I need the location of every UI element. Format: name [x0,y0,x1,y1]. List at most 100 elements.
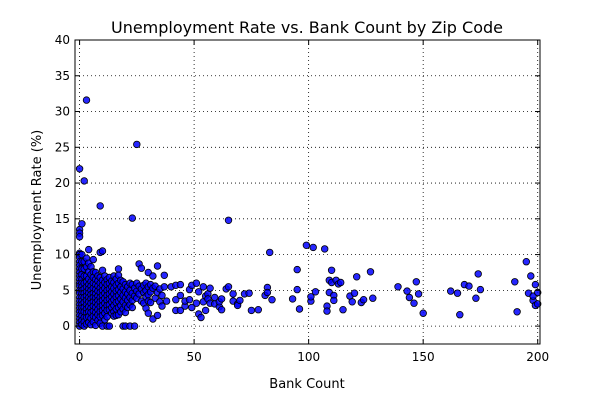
data-point [201,306,210,315]
data-point [210,293,219,302]
data-point [254,306,262,314]
data-point [263,288,272,297]
x-axis-label: Bank Count [269,377,344,392]
data-point [144,309,152,317]
data-point [447,287,455,295]
data-point [327,266,336,274]
data-point [309,243,317,252]
data-point [456,311,464,319]
data-point [288,295,297,303]
data-point [405,293,414,302]
data-point [158,302,166,310]
data-point [194,288,203,296]
x-tick-label: 200 [526,350,549,364]
data-point [176,291,185,300]
data-point [307,293,315,301]
data-point [206,284,214,292]
data-point [188,303,196,312]
axis-ticks: 0 50 100 150 200 0 5 10 15 20 25 30 35 40 [55,33,549,364]
data-point [268,296,276,304]
data-point [96,202,104,210]
data-point [130,322,139,330]
y-tick-label: 30 [55,105,70,119]
data-point [229,290,237,298]
data-point [149,272,157,280]
data-point [511,278,519,286]
data-point [527,272,535,280]
data-point [75,232,84,241]
data-point [311,288,320,296]
data-point [176,280,185,289]
data-point [369,294,377,302]
data-point [105,322,114,330]
data-point [114,265,123,273]
data-point [293,285,301,294]
x-tick-label: 0 [76,350,84,364]
data-point [403,287,411,295]
data-point [162,297,171,305]
data-point [412,278,420,286]
data-point [245,289,253,297]
data-point [224,216,233,224]
data-points [75,96,542,330]
y-tick-label: 0 [62,319,70,333]
y-tick-label: 25 [55,140,70,154]
data-point [295,305,304,313]
data-point [247,306,256,315]
data-point [89,255,97,264]
y-tick-label: 10 [55,248,70,262]
data-point [453,289,462,297]
data-point [80,177,88,185]
data-point [160,271,168,279]
data-point [513,308,521,316]
data-point [160,283,168,291]
data-point [153,262,162,270]
data-point [394,283,402,291]
data-point [337,278,345,287]
data-point [153,311,162,320]
data-point [82,96,91,104]
plot-frame [74,39,541,345]
data-point [323,307,331,315]
data-point [78,220,86,228]
data-point [137,264,146,272]
data-point [158,291,166,300]
data-point [534,300,542,308]
data-point [217,295,226,303]
data-point [146,298,155,307]
data-point [128,303,136,312]
data-point [176,306,185,315]
data-point [410,299,418,307]
data-point [199,283,207,291]
chart-title: Unemployment Rate vs. Bank Count by Zip … [111,18,503,37]
y-tick-label: 5 [62,283,70,297]
data-point [366,268,375,276]
y-tick-label: 40 [55,33,70,47]
data-point [348,298,356,306]
data-point [128,214,136,222]
data-point [75,165,84,173]
data-point [321,245,329,253]
data-point [476,285,485,294]
data-point [359,296,368,304]
data-point [330,296,338,305]
data-point [224,283,233,291]
data-point [465,282,473,290]
data-point [414,290,423,298]
data-point [293,265,301,274]
data-point [419,309,427,317]
data-point [531,280,540,289]
data-point [474,270,482,278]
x-tick-label: 50 [186,350,201,364]
data-point [350,289,359,297]
data-point [236,296,244,305]
data-point [339,306,347,314]
x-tick-label: 100 [297,350,320,364]
data-point [353,273,361,281]
data-point [172,296,180,304]
y-tick-label: 15 [55,212,70,226]
data-point [98,247,107,255]
data-point [192,279,201,287]
